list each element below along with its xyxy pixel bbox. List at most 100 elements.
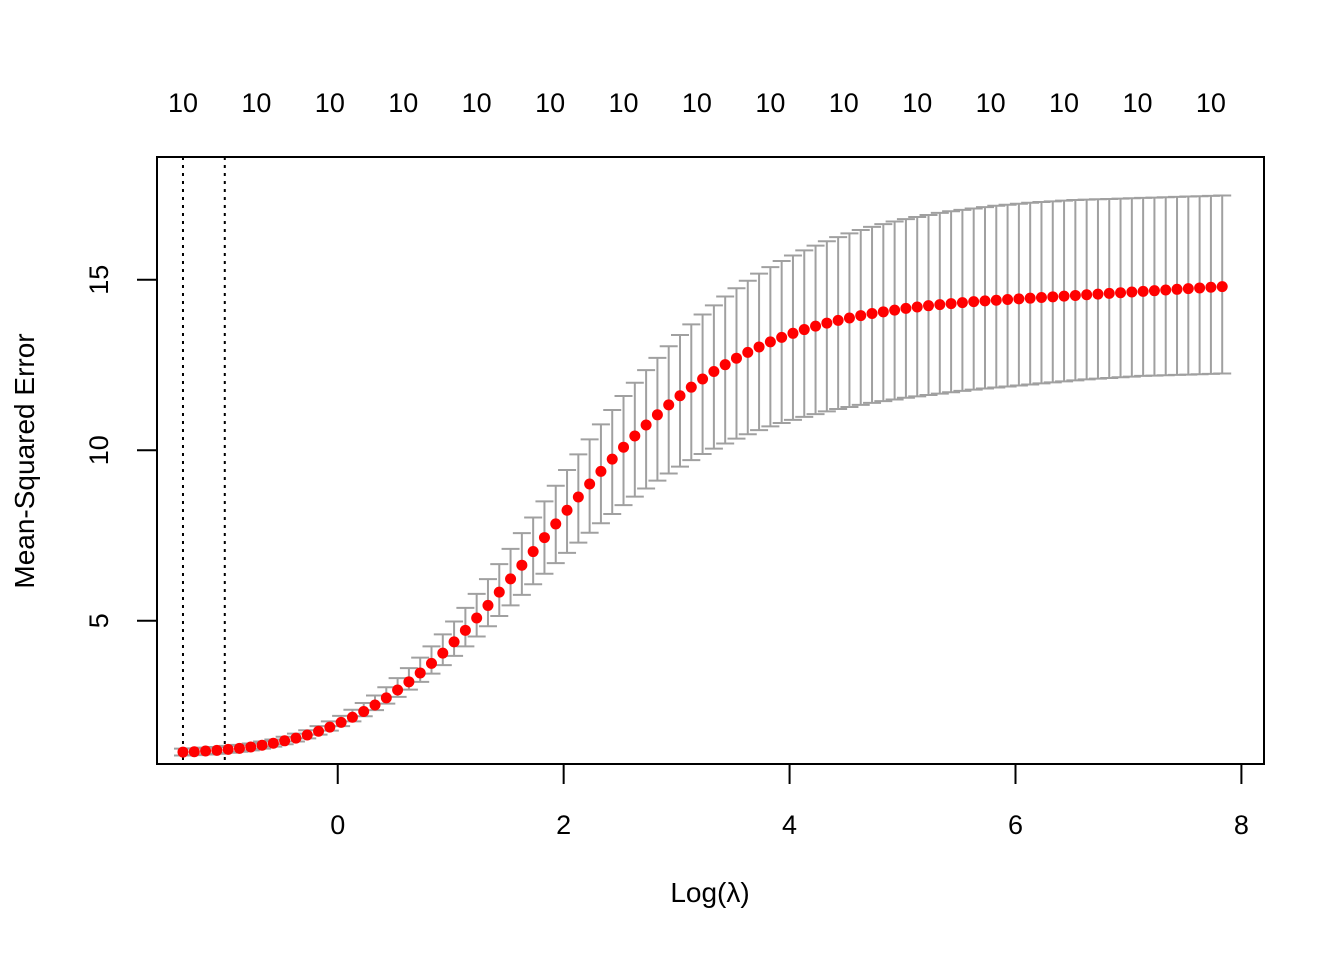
- top-axis-label: 10: [829, 88, 859, 118]
- data-point: [245, 741, 257, 753]
- data-point: [493, 586, 505, 598]
- data-point: [561, 504, 573, 516]
- x-tick-label: 2: [556, 810, 571, 840]
- data-point: [595, 465, 607, 477]
- data-point: [651, 409, 663, 421]
- data-point: [934, 299, 946, 311]
- data-point: [301, 729, 313, 741]
- data-point: [1182, 283, 1194, 295]
- top-axis-label: 10: [682, 88, 712, 118]
- data-point: [1092, 288, 1104, 300]
- data-point: [1205, 281, 1217, 293]
- data-point: [200, 745, 212, 757]
- top-axis-label: 10: [168, 88, 198, 118]
- data-point: [719, 359, 731, 371]
- data-point: [290, 732, 302, 744]
- data-point: [482, 599, 494, 611]
- top-axis-label: 10: [902, 88, 932, 118]
- y-tick-label: 15: [84, 265, 114, 295]
- data-point: [742, 346, 754, 358]
- data-point: [1069, 289, 1081, 301]
- top-axis-label: 10: [755, 88, 785, 118]
- data-point: [425, 657, 437, 669]
- data-point: [821, 317, 833, 329]
- y-axis-title: Mean-Squared Error: [9, 333, 40, 588]
- x-tick-label: 0: [330, 810, 345, 840]
- data-points: [177, 281, 1228, 758]
- data-point: [1194, 282, 1206, 294]
- data-point: [1002, 294, 1014, 306]
- top-axis-label: 10: [388, 88, 418, 118]
- data-point: [843, 312, 855, 324]
- data-point: [990, 294, 1002, 306]
- data-point: [606, 453, 618, 465]
- data-point: [640, 419, 652, 431]
- data-point: [324, 721, 336, 733]
- data-point: [1103, 287, 1115, 299]
- x-axis-title: Log(λ): [670, 877, 749, 908]
- data-point: [222, 743, 234, 755]
- data-point: [1024, 292, 1036, 304]
- data-point: [810, 320, 822, 332]
- error-bars: [173, 194, 1232, 757]
- reference-lines: [181, 157, 226, 764]
- data-point: [1047, 291, 1059, 303]
- data-point: [1148, 285, 1160, 297]
- top-axis-label: 10: [241, 88, 271, 118]
- data-point: [505, 573, 517, 585]
- data-point: [1013, 293, 1025, 305]
- data-point: [685, 381, 697, 393]
- data-point: [730, 352, 742, 364]
- x-axis: 0 2 4 6 8: [330, 763, 1249, 840]
- data-point: [1081, 289, 1093, 301]
- data-point: [697, 373, 709, 385]
- data-point: [1126, 286, 1138, 298]
- data-point: [538, 532, 550, 544]
- y-tick-label: 10: [84, 435, 114, 465]
- data-point: [188, 746, 200, 758]
- data-point: [877, 306, 889, 318]
- data-point: [516, 559, 528, 571]
- top-axis-label: 10: [976, 88, 1006, 118]
- data-point: [866, 308, 878, 320]
- data-point: [380, 692, 392, 704]
- data-point: [233, 742, 245, 754]
- data-point: [832, 314, 844, 326]
- top-axis-label: 10: [315, 88, 345, 118]
- y-tick-label: 5: [84, 613, 114, 628]
- top-axis-label: 10: [535, 88, 565, 118]
- data-point: [1216, 281, 1228, 293]
- data-point: [776, 331, 788, 343]
- data-point: [956, 297, 968, 309]
- data-point: [256, 739, 268, 751]
- data-point: [369, 699, 381, 711]
- data-point: [437, 647, 449, 659]
- top-axis-label: 10: [1122, 88, 1152, 118]
- top-axis-label: 10: [1049, 88, 1079, 118]
- data-point: [414, 667, 426, 679]
- data-point: [674, 390, 686, 402]
- top-axis-label: 10: [1196, 88, 1226, 118]
- data-point: [177, 746, 189, 758]
- data-point: [923, 300, 935, 312]
- data-point: [358, 705, 370, 717]
- data-point: [968, 296, 980, 308]
- data-point: [787, 327, 799, 339]
- data-point: [979, 295, 991, 307]
- data-point: [335, 716, 347, 728]
- data-point: [753, 341, 765, 353]
- data-point: [584, 478, 596, 490]
- data-point: [798, 324, 810, 336]
- data-point: [1115, 287, 1127, 299]
- top-axis-label: 10: [608, 88, 638, 118]
- data-point: [279, 735, 291, 747]
- x-tick-label: 8: [1234, 810, 1249, 840]
- data-point: [911, 301, 923, 313]
- data-point: [708, 365, 720, 377]
- data-point: [1137, 285, 1149, 297]
- data-point: [550, 518, 562, 530]
- data-point: [889, 304, 901, 316]
- data-point: [945, 298, 957, 310]
- data-point: [459, 624, 471, 636]
- data-point: [1058, 290, 1070, 302]
